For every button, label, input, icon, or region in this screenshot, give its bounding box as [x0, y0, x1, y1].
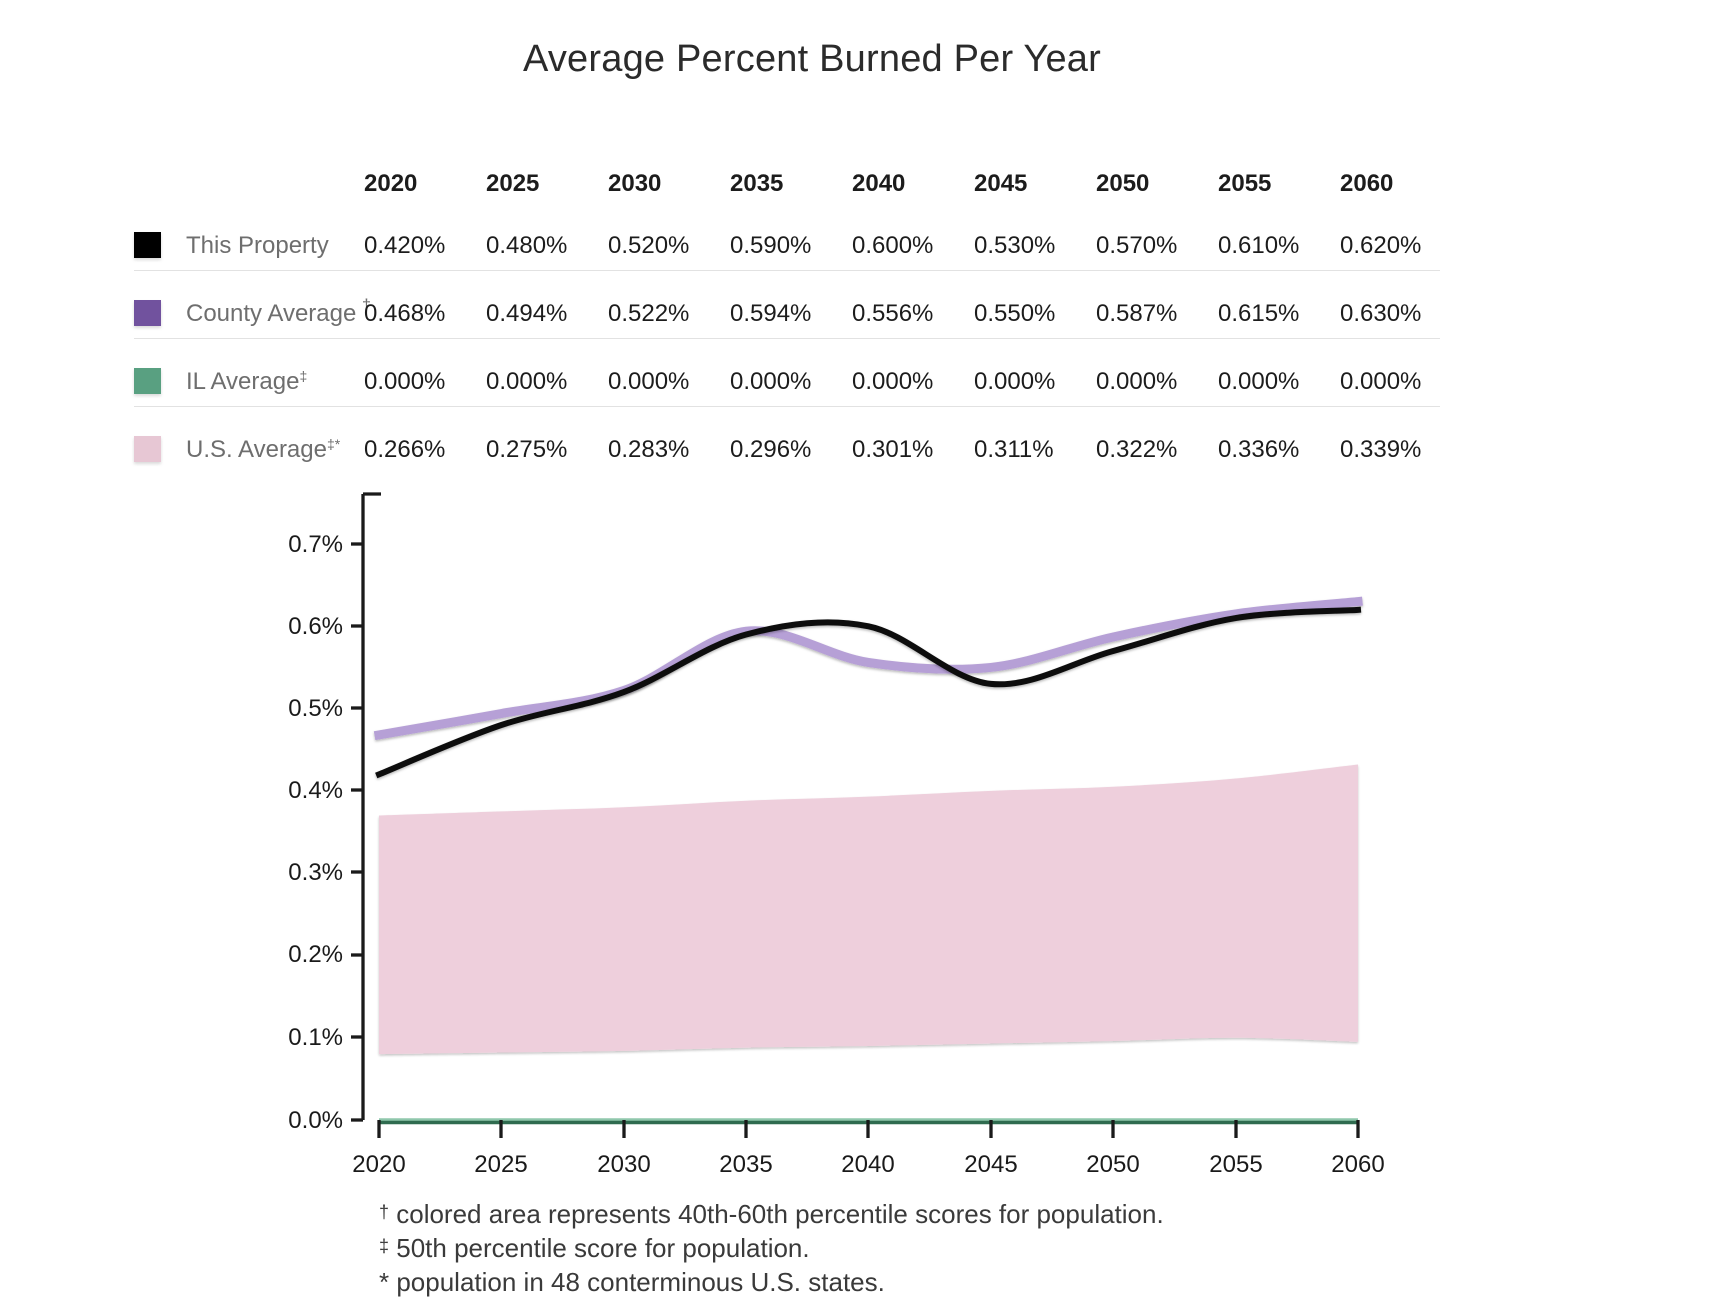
svg-text:0.1%: 0.1%	[288, 1024, 343, 1051]
svg-text:0.5%: 0.5%	[288, 695, 343, 722]
svg-text:2030: 2030	[597, 1151, 650, 1178]
svg-text:0.6%: 0.6%	[288, 613, 343, 640]
svg-text:0.0%: 0.0%	[288, 1107, 343, 1134]
svg-text:2040: 2040	[841, 1151, 894, 1178]
svg-text:2050: 2050	[1086, 1151, 1139, 1178]
svg-text:0.7%: 0.7%	[288, 531, 343, 558]
svg-text:2045: 2045	[964, 1151, 1017, 1178]
svg-text:0.2%: 0.2%	[288, 941, 343, 968]
svg-text:0.4%: 0.4%	[288, 777, 343, 804]
svg-text:2020: 2020	[352, 1151, 405, 1178]
svg-text:2055: 2055	[1209, 1151, 1262, 1178]
svg-text:2060: 2060	[1331, 1151, 1384, 1178]
svg-text:0.3%: 0.3%	[288, 859, 343, 886]
svg-text:2035: 2035	[719, 1151, 772, 1178]
svg-text:2025: 2025	[474, 1151, 527, 1178]
